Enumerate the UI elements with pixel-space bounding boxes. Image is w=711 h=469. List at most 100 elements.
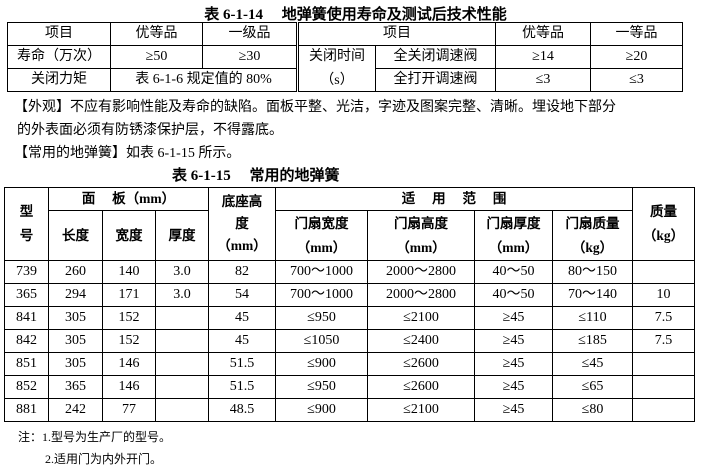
cell: 40～50	[474, 283, 554, 307]
cell: 3.0	[154, 260, 210, 284]
cell: ≤900	[275, 352, 369, 376]
cell: ≤110	[552, 306, 634, 330]
cell: 全关闭调速阀	[375, 45, 496, 69]
header-cell: 优等品	[495, 22, 591, 46]
cell: 242	[48, 398, 103, 422]
paragraph-common: 【常用的地弹簧】如表 6-1-15 所示。	[14, 146, 241, 161]
cell: ≤900	[275, 398, 369, 422]
header-text: 底座高	[221, 194, 263, 209]
header-text: 门扇质量	[565, 215, 620, 231]
cell: 51.5	[208, 352, 277, 376]
header-text: （kg）	[642, 228, 685, 243]
header-cell: 项目	[7, 22, 111, 46]
cell: 852	[4, 375, 49, 399]
cell: 关闭力矩	[7, 68, 111, 92]
cell: ≤45	[552, 352, 634, 376]
cell: 146	[102, 375, 156, 399]
table-row: 739 260 140 3.0 82 700～1000 2000～2800 40～50 80～1…	[4, 260, 696, 284]
header-text: 门扇厚度	[486, 215, 541, 231]
cell: 700～1000	[275, 260, 369, 284]
cell: ≤2100	[367, 306, 476, 330]
paragraph-appearance-1: 【外观】不应有影响性能及寿命的缺陷。面板平整、光洁，字迹及图案完整、清晰。埋设地…	[14, 100, 616, 115]
cell: 842	[4, 329, 49, 353]
table-row: 881 242 77 48.5 ≤900 ≤2100 ≥45 ≤80	[4, 398, 696, 422]
cell	[632, 260, 696, 284]
table-row: 842 305 152 45 ≤1050 ≤2400 ≥45 ≤185 7.5	[4, 329, 696, 353]
cell: 171	[102, 283, 156, 307]
header-text: （mm）	[217, 238, 267, 253]
cell: 48.5	[208, 398, 277, 422]
cell: 305	[48, 329, 103, 353]
header-door-height: 门扇高度 （mm）	[367, 210, 476, 261]
cell: 365	[4, 283, 49, 307]
cell	[154, 306, 210, 330]
cell: 365	[48, 375, 103, 399]
cell: 2000～2800	[367, 283, 476, 307]
paragraph-appearance-2: 的外表面必须有防锈漆保护层，不得露底。	[17, 123, 283, 138]
cell: 305	[48, 352, 103, 376]
cell: ≤185	[552, 329, 634, 353]
cell: ≤2400	[367, 329, 476, 353]
cell: ≤65	[552, 375, 634, 399]
header-mass: 质量 （kg）	[632, 187, 696, 261]
header-cell: 项目	[296, 22, 496, 46]
cell: ≤2600	[367, 375, 476, 399]
cell: 140	[102, 260, 156, 284]
header-thickness: 厚度	[154, 210, 210, 261]
table1-title: 表 6-1-14 地弹簧使用寿命及测试后技术性能	[204, 7, 507, 23]
cell: 45	[208, 329, 277, 353]
table-service-life: 项目 优等品 一级品 项目 优等品 一等品 寿命（万次） ≥50 ≥30 关闭时…	[7, 22, 683, 92]
cell: 294	[48, 283, 103, 307]
cell: 3.0	[154, 283, 210, 307]
cell	[154, 329, 210, 353]
header-panel: 面 板（mm）	[47, 187, 210, 211]
header-text: 型	[19, 204, 34, 219]
cell: 10	[632, 283, 696, 307]
cell: ≤3	[590, 68, 683, 92]
table-row: 365 294 171 3.0 54 700～1000 2000～2800 40～50 70～1…	[4, 283, 696, 307]
cell: 2000～2800	[367, 260, 476, 284]
cell	[154, 398, 210, 422]
header-door-mass: 门扇质量 （kg）	[552, 210, 634, 261]
header-model: 型号	[4, 187, 49, 261]
cell: 7.5	[632, 329, 696, 353]
cell: ≤80	[552, 398, 634, 422]
cell: 54	[208, 283, 277, 307]
cell	[632, 398, 696, 422]
cell: 851	[4, 352, 49, 376]
cell: 40～50	[474, 260, 554, 284]
cell: 寿命（万次）	[7, 45, 111, 69]
cell: ≤950	[275, 375, 369, 399]
cell: 70～140	[552, 283, 634, 307]
header-width: 宽度	[102, 210, 156, 261]
cell: 152	[102, 329, 156, 353]
header-text: （kg）	[571, 239, 614, 255]
cell: 全打开调速阀	[375, 68, 496, 92]
cell: ≥50	[110, 45, 203, 69]
cell: ≥45	[474, 329, 554, 353]
cell: 152	[102, 306, 156, 330]
cell: 146	[102, 352, 156, 376]
note-1: 注：1.型号为生产厂的型号。	[18, 430, 172, 444]
header-text: 度	[235, 216, 249, 231]
header-cell: 一等品	[590, 22, 683, 46]
cell: 305	[48, 306, 103, 330]
cell: 77	[102, 398, 156, 422]
cell: 7.5	[632, 306, 696, 330]
cell: ≥20	[590, 45, 683, 69]
cell: ≥45	[474, 375, 554, 399]
cell: ≤2600	[367, 352, 476, 376]
cell-closing-time: 关闭时间 （s）	[296, 45, 376, 92]
table-row: 841 305 152 45 ≤950 ≤2100 ≥45 ≤110 7.5	[4, 306, 696, 330]
table-row: 851 305 146 51.5 ≤900 ≤2600 ≥45 ≤45	[4, 352, 696, 376]
header-range: 适 用 范 围	[275, 187, 634, 211]
cell: 739	[4, 260, 49, 284]
header-base-height: 底座高度 （mm）	[208, 187, 277, 261]
header-text: 号	[19, 228, 34, 243]
header-cell: 一级品	[202, 22, 298, 46]
table-row: 852 365 146 51.5 ≤950 ≤2600 ≥45 ≤65	[4, 375, 696, 399]
cell: ≤3	[495, 68, 591, 92]
cell: ≤950	[275, 306, 369, 330]
header-door-thickness: 门扇厚度 （mm）	[474, 210, 554, 261]
cell: ≤2100	[367, 398, 476, 422]
